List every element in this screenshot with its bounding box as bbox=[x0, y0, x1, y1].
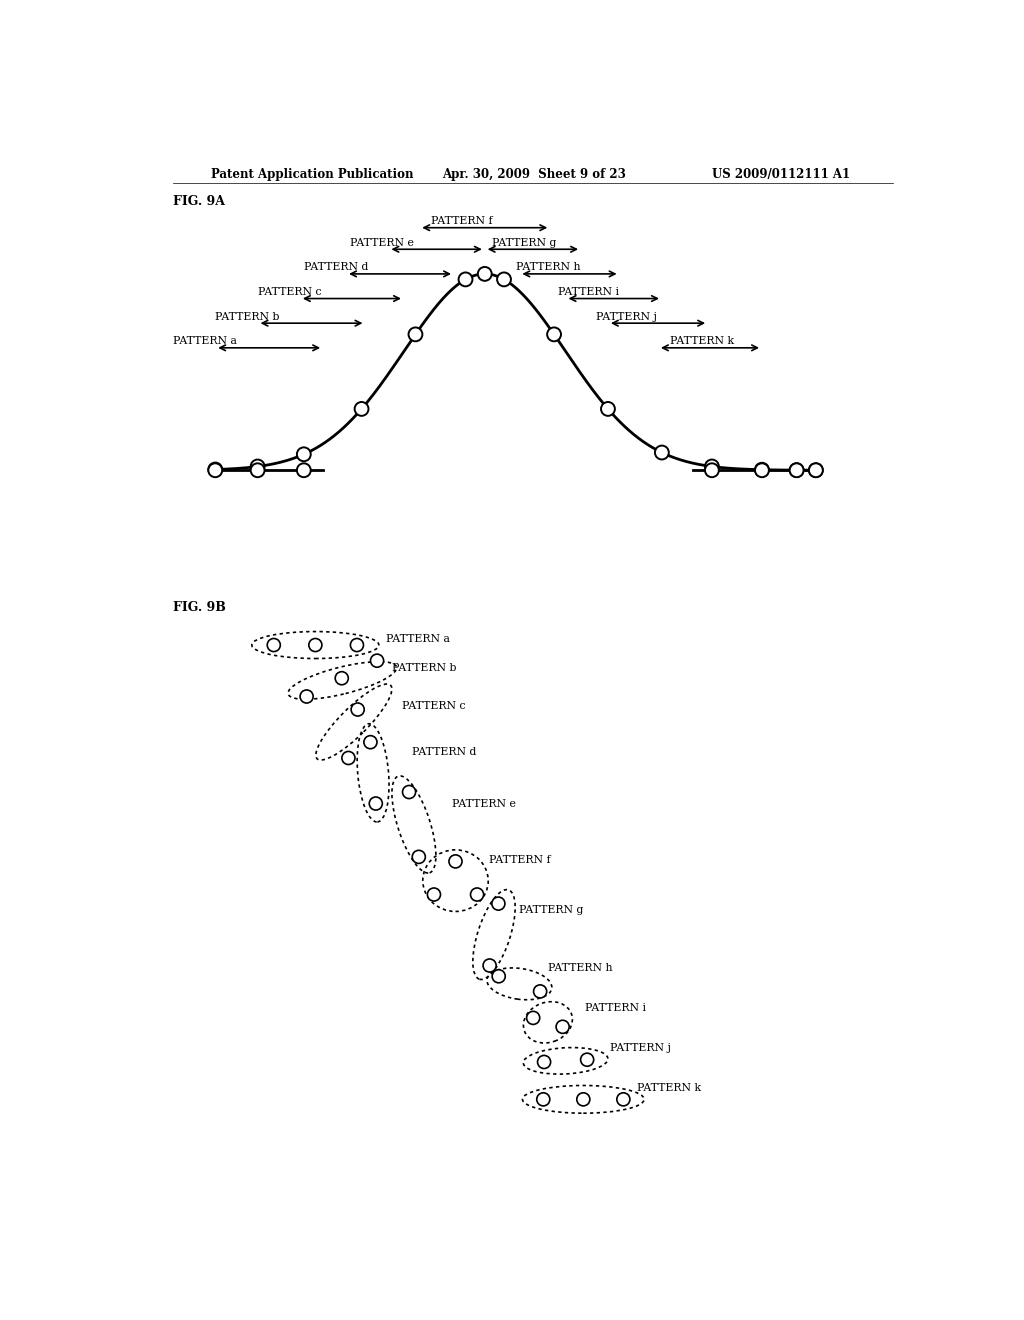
Text: PATTERN e: PATTERN e bbox=[350, 238, 414, 248]
Circle shape bbox=[755, 463, 769, 478]
Circle shape bbox=[755, 463, 769, 477]
Circle shape bbox=[534, 985, 547, 998]
Circle shape bbox=[364, 735, 377, 748]
Circle shape bbox=[809, 463, 823, 478]
Circle shape bbox=[449, 855, 462, 869]
Circle shape bbox=[705, 463, 719, 478]
Circle shape bbox=[251, 459, 264, 474]
Text: PATTERN e: PATTERN e bbox=[453, 799, 516, 809]
Circle shape bbox=[267, 639, 281, 652]
Circle shape bbox=[556, 1020, 569, 1034]
Text: PATTERN g: PATTERN g bbox=[519, 904, 584, 915]
Circle shape bbox=[335, 672, 348, 685]
Circle shape bbox=[483, 958, 497, 972]
Circle shape bbox=[300, 690, 313, 704]
Circle shape bbox=[251, 463, 264, 478]
Circle shape bbox=[350, 639, 364, 652]
Text: PATTERN f: PATTERN f bbox=[431, 216, 493, 226]
Circle shape bbox=[493, 970, 505, 983]
Circle shape bbox=[577, 1093, 590, 1106]
Circle shape bbox=[581, 1053, 594, 1067]
Circle shape bbox=[208, 462, 222, 477]
Circle shape bbox=[371, 655, 384, 667]
Circle shape bbox=[309, 639, 322, 652]
Text: PATTERN c: PATTERN c bbox=[258, 286, 322, 297]
Text: PATTERN f: PATTERN f bbox=[488, 855, 550, 866]
Text: PATTERN d: PATTERN d bbox=[412, 747, 476, 758]
Text: PATTERN c: PATTERN c bbox=[401, 701, 465, 711]
Circle shape bbox=[616, 1093, 630, 1106]
Text: PATTERN g: PATTERN g bbox=[493, 238, 557, 248]
Circle shape bbox=[655, 446, 669, 459]
Circle shape bbox=[342, 751, 355, 764]
Text: PATTERN d: PATTERN d bbox=[304, 263, 369, 272]
Text: FIG. 9B: FIG. 9B bbox=[173, 601, 225, 614]
Circle shape bbox=[601, 403, 614, 416]
Circle shape bbox=[492, 898, 505, 911]
Circle shape bbox=[478, 267, 492, 281]
Text: PATTERN j: PATTERN j bbox=[609, 1043, 671, 1053]
Circle shape bbox=[354, 403, 369, 416]
Text: FIG. 9A: FIG. 9A bbox=[173, 195, 225, 209]
Text: PATTERN k: PATTERN k bbox=[637, 1084, 701, 1093]
Circle shape bbox=[809, 463, 823, 477]
Circle shape bbox=[537, 1093, 550, 1106]
Circle shape bbox=[297, 447, 310, 461]
Circle shape bbox=[459, 272, 472, 286]
Circle shape bbox=[370, 797, 382, 810]
Circle shape bbox=[547, 327, 561, 342]
Circle shape bbox=[538, 1056, 551, 1068]
Text: PATTERN i: PATTERN i bbox=[585, 1003, 646, 1014]
Circle shape bbox=[790, 463, 804, 478]
Circle shape bbox=[427, 888, 440, 902]
Text: PATTERN b: PATTERN b bbox=[392, 663, 457, 673]
Text: US 2009/0112111 A1: US 2009/0112111 A1 bbox=[712, 168, 850, 181]
Circle shape bbox=[297, 463, 310, 478]
Circle shape bbox=[413, 850, 425, 863]
Text: PATTERN i: PATTERN i bbox=[558, 286, 618, 297]
Circle shape bbox=[351, 704, 365, 715]
Text: Apr. 30, 2009  Sheet 9 of 23: Apr. 30, 2009 Sheet 9 of 23 bbox=[442, 168, 627, 181]
Circle shape bbox=[402, 785, 416, 799]
Text: Patent Application Publication: Patent Application Publication bbox=[211, 168, 414, 181]
Circle shape bbox=[497, 272, 511, 286]
Circle shape bbox=[705, 459, 719, 474]
Circle shape bbox=[208, 463, 222, 478]
Text: PATTERN a: PATTERN a bbox=[386, 634, 451, 644]
Circle shape bbox=[409, 327, 422, 342]
Text: PATTERN k: PATTERN k bbox=[670, 337, 733, 346]
Text: PATTERN j: PATTERN j bbox=[596, 312, 657, 322]
Circle shape bbox=[790, 463, 804, 477]
Circle shape bbox=[526, 1011, 540, 1024]
Text: PATTERN h: PATTERN h bbox=[548, 964, 612, 973]
Circle shape bbox=[470, 888, 483, 902]
Text: PATTERN b: PATTERN b bbox=[215, 312, 280, 322]
Text: PATTERN h: PATTERN h bbox=[515, 263, 580, 272]
Text: PATTERN a: PATTERN a bbox=[173, 337, 237, 346]
